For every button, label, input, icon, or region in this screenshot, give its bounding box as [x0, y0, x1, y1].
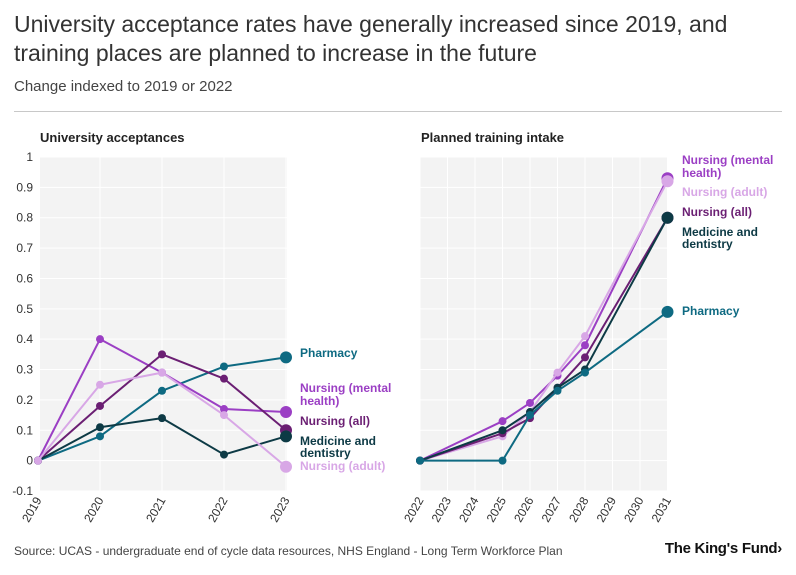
series-pharmacy	[416, 305, 674, 465]
y-tick-label: 0.4	[16, 332, 33, 346]
data-point-pharmacy	[661, 305, 674, 318]
series-medicine-and-dentistry	[34, 414, 292, 465]
data-point-nursing-all	[581, 353, 589, 362]
y-tick-label: 0.5	[16, 302, 33, 316]
data-point-nursing-adult	[581, 332, 589, 341]
y-tick-label: 0.9	[16, 180, 33, 194]
data-point-medicine-and-dentistry	[661, 211, 674, 224]
data-point-nursing-mental-health	[526, 398, 534, 407]
y-axis: 1 0.9 0.8 0.7 0.6 0.5 0.4 0.3 0.2 0.1 0 -0.1	[12, 150, 33, 498]
series-label-nursing-adult: Nursing (adult)	[682, 185, 767, 199]
data-point-nursing-all	[158, 350, 166, 359]
data-point-pharmacy	[553, 386, 562, 395]
kings-fund-logo: The King's Fund›	[665, 540, 782, 557]
data-point-pharmacy	[96, 432, 104, 441]
data-point-pharmacy	[158, 386, 166, 395]
x-tick-label: 2029	[594, 494, 620, 524]
panel-title: University acceptances	[40, 130, 185, 145]
data-point-pharmacy	[220, 362, 228, 371]
y-tick-label: 0.2	[16, 393, 33, 407]
x-tick-label: 2022	[205, 494, 231, 524]
x-tick-label: 2021	[143, 494, 169, 524]
data-point-nursing-all	[220, 374, 228, 383]
series-label-medicine-and-dentistry: Medicine and dentistry	[682, 225, 758, 251]
y-tick-label: 1	[26, 150, 33, 164]
y-tick-label: 0.8	[16, 211, 33, 225]
x-tick-label: 2022	[401, 494, 427, 524]
series-label-nursing-all: Nursing (all)	[300, 414, 370, 428]
data-point-nursing-adult	[158, 368, 166, 377]
data-point-nursing-mental-health	[280, 406, 292, 419]
x-tick-label: 2025	[484, 494, 510, 524]
data-point-nursing-mental-health	[220, 405, 228, 414]
y-tick-label: 0.3	[16, 363, 33, 377]
series-line-pharmacy	[420, 311, 669, 462]
x-tick-label: 2023	[429, 494, 455, 524]
series-label-pharmacy: Pharmacy	[682, 304, 740, 318]
y-tick-label: 0.6	[16, 271, 33, 285]
series-label-nursing-adult: Nursing (adult)	[300, 459, 385, 473]
data-point-medicine-and-dentistry	[280, 430, 292, 443]
data-point-nursing-adult	[661, 175, 674, 188]
x-tick-label: 2027	[539, 494, 565, 524]
y-tick-label: 0.1	[16, 423, 33, 437]
panel-university-acceptances: University acceptances 2019 2020 2021 2022 20…	[19, 130, 391, 525]
series-label-nursing-mental-health: Nursing (mental health)	[682, 153, 773, 180]
data-point-medicine-and-dentistry	[158, 414, 166, 423]
y-tick-label: -0.1	[12, 484, 33, 498]
x-tick-label: 2028	[566, 494, 592, 524]
data-point-nursing-mental-health	[96, 335, 104, 344]
data-point-pharmacy	[416, 456, 424, 465]
data-point-nursing-mental-health	[581, 341, 589, 350]
data-point-medicine-and-dentistry	[498, 426, 507, 435]
series-line-nursing-adult	[419, 180, 669, 462]
chart-title: University acceptance rates have general…	[14, 11, 728, 66]
chart-subtitle: Change indexed to 2019 or 2022	[14, 78, 233, 95]
series-label-medicine-and-dentistry: Medicine and dentistry	[300, 434, 376, 460]
data-point-nursing-mental-health	[498, 417, 507, 426]
data-point-pharmacy	[581, 368, 589, 377]
series-label-nursing-mental-health: Nursing (mental health)	[300, 381, 391, 408]
x-tick-label: 2026	[511, 494, 537, 524]
panel-background	[40, 157, 287, 491]
data-point-nursing-all	[96, 401, 104, 410]
data-point-pharmacy	[526, 411, 534, 420]
data-point-medicine-and-dentistry	[96, 423, 104, 432]
x-tick-label: 2020	[81, 494, 107, 524]
x-tick-label: 2031	[649, 494, 675, 524]
x-tick-label: 2024	[456, 494, 482, 524]
y-tick-label: 0	[26, 454, 33, 468]
series-label-nursing-all: Nursing (all)	[682, 205, 752, 219]
logo-chevron-mark: ›	[777, 540, 782, 557]
series-line-nursing-mental-health	[419, 177, 669, 462]
y-tick-label: 0.7	[16, 241, 33, 255]
data-point-nursing-adult	[280, 460, 292, 473]
header-divider	[14, 111, 782, 112]
series-nursing-adult	[34, 368, 292, 473]
data-point-nursing-adult	[96, 380, 104, 389]
data-point-nursing-adult	[34, 456, 42, 465]
data-point-pharmacy	[280, 351, 292, 364]
logo-text: The King's Fund	[664, 540, 778, 557]
x-tick-label: 2023	[267, 494, 293, 524]
data-point-medicine-and-dentistry	[220, 450, 228, 459]
x-tick-label: 2019	[19, 494, 45, 524]
series-line-medicine-and-dentistry	[419, 217, 669, 462]
x-tick-label: 2030	[621, 494, 647, 524]
series-label-pharmacy: Pharmacy	[300, 346, 358, 360]
data-point-nursing-adult	[553, 368, 562, 377]
source-note: Source: UCAS - undergraduate end of cycl…	[14, 544, 563, 558]
panel-title: Planned training intake	[421, 130, 564, 145]
data-point-pharmacy	[498, 456, 507, 465]
data-point-nursing-adult	[220, 411, 228, 420]
panel-background	[420, 157, 668, 491]
